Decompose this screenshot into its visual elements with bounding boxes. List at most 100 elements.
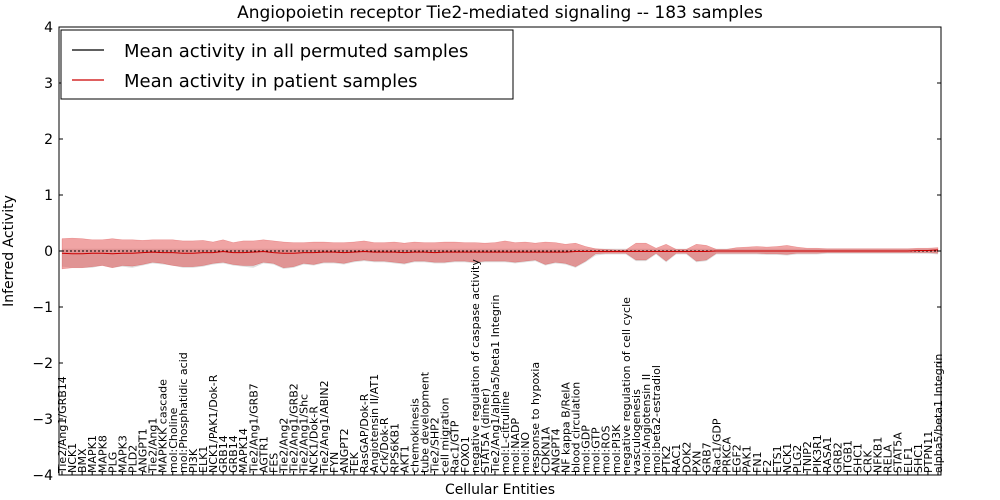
y-tick-label: −1 [32, 300, 53, 316]
x-tick-label: Tie2/Ang2 [278, 418, 291, 474]
x-tick-label: Tie2/SHP2 [429, 417, 442, 474]
y-tick-label: 1 [44, 188, 53, 204]
x-tick-label: RAC1 [670, 444, 683, 473]
x-tick-label: mol:L-citrulline [499, 391, 512, 473]
x-tick-label: Rac1/GTP [449, 420, 462, 473]
x-tick-label: BMX [76, 448, 89, 473]
x-tick-labels: Tie2/Ang1/GRB14NCK1BMXMAPK1MAPK8PLGMAPK3… [56, 259, 945, 475]
x-tick-label: ELF1 [902, 447, 915, 473]
x-tick-label: NCK1 [66, 443, 79, 473]
x-tick-label: GRB14 [227, 435, 240, 473]
legend-label-permuted: Mean activity in all permuted samples [124, 41, 468, 62]
x-tick-label: mol:Angiotensin II [640, 374, 653, 473]
x-tick-label: tube development [418, 371, 431, 473]
x-tick-label: mol:NO [519, 432, 532, 473]
x-tick-label: Angiotensin II/AT1 [368, 374, 381, 473]
plot-frame [58, 26, 942, 476]
x-tick-label: MAPK8 [96, 435, 109, 473]
x-tick-label: Crk/Dok-R [378, 417, 391, 473]
x-tick-label: AGTR1 [257, 436, 270, 473]
x-axis-label: Cellular Entities [445, 482, 555, 498]
x-tick-label: SHC1 [912, 443, 925, 473]
y-axis-label: Inferred Activity [1, 195, 17, 307]
x-tick-label: NCK1/Dok-R [308, 406, 321, 473]
x-tick-label: PIK3R1 [811, 434, 824, 473]
x-tick-label: ETS1 [771, 445, 784, 473]
x-tick-label: FN1 [751, 451, 764, 473]
x-tick-label: mol:GTP [590, 427, 603, 473]
x-tick-label: mol:NADP [509, 418, 522, 473]
x-tick-label: F2 [761, 460, 774, 473]
x-tick-label: PTPN11 [922, 431, 935, 473]
legend-frame [60, 29, 514, 100]
x-tick-label: vasculogenesis [630, 389, 643, 473]
x-tick-label: mol:PI3K [610, 424, 623, 473]
x-tick-label: response to hypoxia [529, 362, 542, 473]
x-tick-label: Tie2/Ang1/GRB2 [288, 383, 301, 474]
x-tick-label: ANGPT4 [549, 428, 562, 473]
x-tick-label: chemokinesis [408, 398, 421, 473]
x-tick-label: ANGPT1 [137, 428, 150, 473]
x-tick-label: GRB7 [700, 442, 713, 473]
x-tick-label: alpha5/beta1 Integrin [932, 354, 945, 473]
patient-band [61, 237, 939, 270]
x-tick-label: mol:Choline [167, 407, 180, 473]
y-tick-label: −3 [32, 412, 53, 428]
y-tick-label: −2 [32, 356, 53, 372]
x-tick-label: STAT5A (dimer) [479, 388, 492, 473]
y-tick-label: 4 [44, 20, 53, 36]
x-tick-label: blood circulation [570, 382, 583, 473]
x-tick-label: PAK1 [741, 445, 754, 473]
x-tick-label: PRKCA [721, 436, 734, 473]
x-tick-label: PXN [690, 451, 703, 473]
x-tick-label: NCK1/PAK1/Dok-R [207, 374, 220, 473]
x-tick-label: RasGAP/Dok-R [358, 393, 371, 473]
legend-label-patient: Mean activity in patient samples [124, 71, 418, 92]
chart-title: Angiopoietin receptor Tie2-mediated sign… [237, 3, 763, 23]
x-tick-label: ANGPT2 [338, 428, 351, 473]
y-tick-label: 3 [44, 76, 53, 92]
x-tick-label: CRK [862, 450, 875, 473]
x-tick-label: mol:beta2-estradiol [650, 365, 663, 473]
x-tick-label: FES [267, 453, 280, 473]
x-tick-label: mol:ROS [600, 425, 613, 473]
x-tick-label: PLG2 [791, 445, 804, 473]
x-tick-label: AKT1 [398, 445, 411, 473]
y-tick-label: −4 [32, 468, 53, 484]
x-tick-label: GRB2 [831, 442, 844, 473]
x-tick-label: STAT5A [892, 432, 905, 473]
x-tick-label: RELA [882, 444, 895, 473]
x-tick-label: Tie2/Ang1 [147, 418, 160, 474]
x-tick-label: EGF2 [731, 444, 744, 473]
plot-area: Tie2/Ang1/GRB14NCK1BMXMAPK1MAPK8PLGMAPK3… [32, 20, 945, 484]
x-tick-label: FYN [328, 452, 341, 473]
x-tick-label: mol:Phosphatidic acid [177, 352, 190, 473]
x-tick-label: PLG [106, 452, 119, 473]
x-tick-label: CDKN1A [539, 426, 552, 473]
x-tick-label: Rac1/GDP [710, 418, 723, 473]
x-tick-label: negative regulation of cell cycle [620, 297, 633, 473]
x-tick-label: PI3K [187, 448, 200, 473]
y-tick-label: 0 [44, 244, 53, 260]
x-tick-label: ELK1 [197, 446, 210, 473]
y-ticks: 4 3 2 1 0 −1 −2 −3 −4 [32, 20, 941, 484]
x-tick-label: SHC1 [851, 443, 864, 473]
x-tick-label: mol:GDP [580, 425, 593, 473]
x-tick-label: PLD2 [126, 445, 139, 473]
x-tick-label: Tie2/Ang1/GRB7 [247, 383, 260, 474]
x-tick-label: MAPK1 [86, 435, 99, 473]
x-tick-label: NF kappa B/RelA [559, 382, 572, 473]
x-tick-label: cell migration [439, 397, 452, 473]
x-tick-label: TEK [348, 451, 361, 474]
x-tick-label: Tie2/Ang1/ABIN2 [318, 380, 331, 474]
x-tick-label: PTK2 [660, 445, 673, 473]
x-tick-label: RPS6KB1 [388, 423, 401, 473]
y-tick-label: 2 [44, 132, 53, 148]
x-tick-label: MAPK14 [237, 428, 250, 473]
x-tick-label: MAPKKK cascade [157, 379, 170, 473]
x-tick-label: Tie2/Ang1/Shc [298, 394, 311, 474]
x-tick-label: GRB14 [217, 435, 230, 473]
x-tick-label: NFKB1 [872, 437, 885, 473]
x-tick-label: RASA1 [821, 437, 834, 473]
